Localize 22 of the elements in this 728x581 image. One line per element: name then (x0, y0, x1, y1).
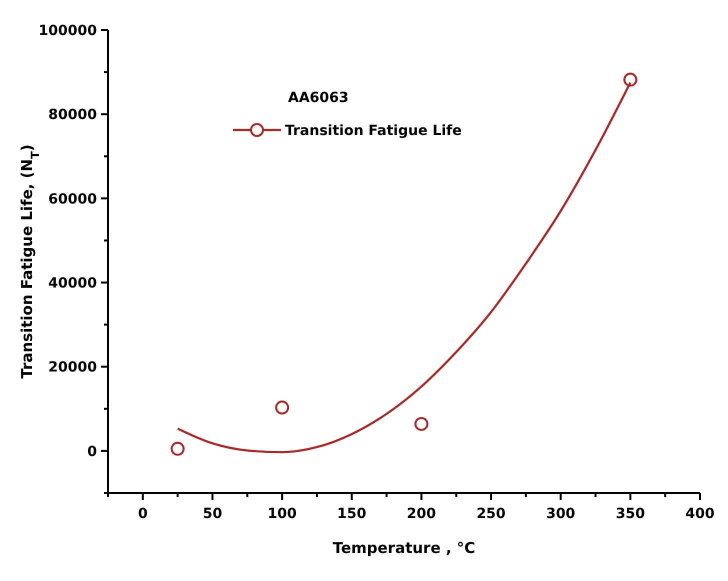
y-tick-label: 0 (87, 444, 98, 460)
x-tick-label: 150 (337, 506, 367, 522)
point (170, 442, 185, 456)
y-tick-label: 40000 (48, 276, 98, 292)
point (275, 400, 290, 415)
x-tick-label: 400 (685, 506, 715, 522)
x-tick-label: 100 (268, 506, 297, 522)
legend-title: AA6063 (288, 90, 349, 106)
point (414, 416, 428, 431)
y-tick-label: 20000 (48, 360, 98, 376)
y-tick-label: 80000 (48, 107, 98, 124)
point (623, 72, 638, 87)
legend-label: Transition Fatigue Life (285, 123, 462, 139)
x-tick-label: 300 (546, 506, 576, 522)
x-axis-title: Temperature , °C (332, 539, 476, 557)
x-tick-label: 250 (476, 506, 506, 522)
x-tick-label: 350 (616, 506, 646, 522)
x-tick-label: 50 (202, 506, 222, 522)
x-tick-label: 200 (406, 506, 436, 522)
y-tick-label: 100000 (38, 23, 98, 39)
y-tick-label: 60000 (48, 191, 98, 208)
x-tick-label: 0 (138, 506, 148, 522)
